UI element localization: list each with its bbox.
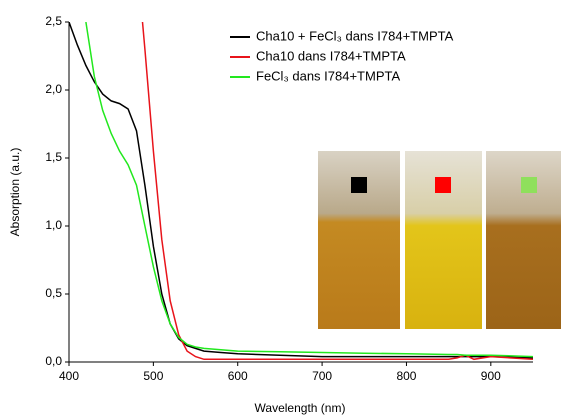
- photo-marker: [351, 177, 367, 193]
- x-tick-label: 400: [59, 369, 79, 383]
- x-tick-label: 800: [396, 369, 416, 383]
- y-axis-label: Absorption (a.u.): [8, 148, 22, 237]
- x-axis-label: Wavelength (nm): [255, 401, 346, 415]
- photo-marker: [435, 177, 451, 193]
- legend-label: Cha10 dans I784+TMPTA: [256, 48, 406, 63]
- y-tick-label: 2,5: [45, 14, 62, 28]
- series-line: [69, 22, 533, 359]
- x-tick-label: 900: [481, 369, 501, 383]
- photo-marker: [521, 177, 537, 193]
- y-tick-label: 0,5: [45, 286, 62, 300]
- y-tick-label: 1,0: [45, 218, 62, 232]
- legend-label: FeCl₃ dans I784+TMPTA: [256, 68, 400, 83]
- series-line: [141, 22, 533, 361]
- x-tick-label: 600: [228, 369, 248, 383]
- y-tick-label: 1,5: [45, 150, 62, 164]
- inset-photos: [318, 151, 561, 329]
- x-tick-label: 700: [312, 369, 332, 383]
- y-tick-label: 0,0: [45, 354, 62, 368]
- legend-label: Cha10 + FeCl₃ dans I784+TMPTA: [256, 28, 454, 43]
- y-tick-label: 2,0: [45, 82, 62, 96]
- plot-area: [69, 22, 533, 361]
- x-tick-label: 500: [143, 369, 163, 383]
- series-line: [85, 22, 533, 358]
